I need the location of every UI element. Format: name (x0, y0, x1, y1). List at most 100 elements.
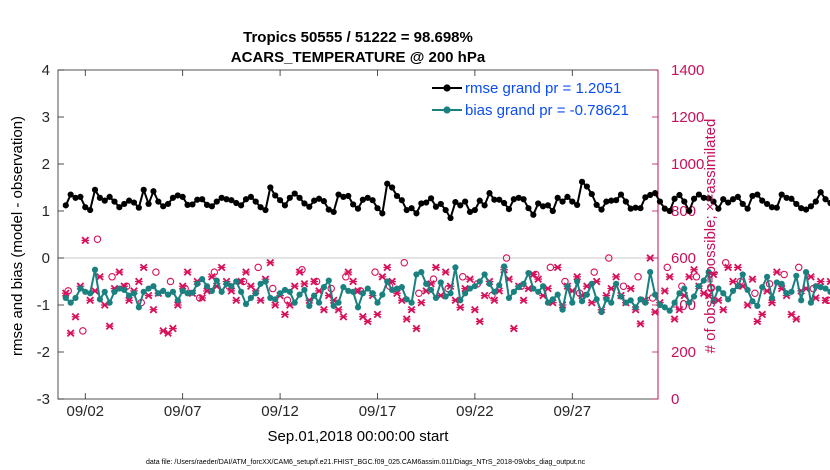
y-tick-label-left: -2 (37, 344, 50, 361)
bias-point (554, 291, 561, 298)
obs-assimilated-point (144, 291, 153, 300)
y-axis-label-left: rmse and bias (model - observation) (9, 116, 26, 356)
rmse-point (91, 186, 99, 193)
bias-point (627, 297, 634, 304)
rmse-point (471, 206, 478, 214)
obs-possible-point (79, 327, 87, 335)
bias-point (364, 285, 371, 292)
bias-point (442, 293, 449, 300)
bias-point (272, 296, 279, 303)
rmse-point (642, 194, 649, 201)
obs-assimilated-point (81, 236, 90, 245)
rmse-point (335, 191, 342, 198)
rmse-layer (62, 178, 830, 222)
y-tick-label-left: -1 (37, 297, 50, 314)
rmse-point (462, 198, 469, 205)
rmse-point (763, 200, 771, 208)
rmse-point (754, 191, 761, 198)
bias-point (549, 296, 556, 303)
obs-assimilated-point (675, 305, 684, 314)
obs-assimilated-point (198, 294, 206, 302)
rmse-point (491, 196, 498, 203)
obs-assimilated-point (178, 282, 187, 291)
obs-assimilated-point (432, 263, 440, 272)
rmse-point (681, 198, 688, 205)
rmse-point (247, 193, 254, 200)
rmse-point (744, 205, 751, 212)
obs-possible-point (692, 273, 701, 281)
obs-assimilated-point (373, 310, 382, 319)
bias-point (96, 296, 103, 303)
bias-point (583, 291, 590, 298)
bias-point (466, 285, 474, 292)
rmse-point (476, 197, 483, 204)
bias-point (335, 299, 342, 306)
bias-point (778, 280, 785, 287)
rmse-point (539, 203, 547, 210)
bias-point (437, 279, 444, 286)
y-axis-label-right: # of obs: o=possible; ×=assimilated (702, 119, 719, 354)
rmse-point (398, 197, 405, 204)
obs-possible-point (780, 270, 788, 279)
obs-assimilated-point (772, 268, 781, 276)
rmse-point (486, 190, 493, 197)
obs-assimilated-point (295, 268, 304, 276)
rmse-point (354, 205, 362, 212)
bias-point (486, 280, 493, 287)
rmse-point (768, 204, 776, 211)
bias-point (238, 288, 245, 295)
bias-point (252, 290, 259, 297)
rmse-point (432, 203, 440, 210)
rmse-point (827, 199, 830, 207)
obs-assimilated-stroke (826, 277, 830, 283)
bias-point (452, 264, 459, 271)
bias-point (710, 298, 717, 305)
rmse-point (393, 192, 401, 200)
bias-point (754, 302, 761, 310)
obs-assimilated-point (412, 324, 421, 333)
bias-point (130, 290, 138, 297)
obs-assimilated-point (490, 296, 499, 305)
rmse-point (510, 196, 517, 203)
obs-assimilated-point (729, 277, 737, 286)
bias-point (700, 277, 707, 284)
rmse-point (320, 198, 328, 205)
obs-assimilated-point (135, 277, 143, 286)
rmse-point (773, 204, 780, 211)
bias-point (569, 299, 576, 306)
obs-assimilated-point (417, 298, 426, 307)
bias-point (481, 271, 488, 278)
bias-point (281, 286, 289, 294)
rmse-point (520, 196, 527, 203)
rmse-point (281, 202, 289, 209)
obs-possible-point (619, 282, 628, 290)
bias-point (539, 283, 547, 290)
rmse-point (130, 199, 138, 206)
rmse-point (87, 206, 94, 214)
rmse-point (734, 193, 741, 200)
rmse-point (379, 210, 386, 217)
rmse-point (617, 191, 625, 198)
bias-point (145, 285, 152, 292)
rmse-point (77, 193, 84, 200)
rmse-point (807, 203, 815, 210)
obs-assimilated-point (217, 263, 226, 272)
bias-point (91, 266, 99, 273)
obs-assimilated-point (290, 282, 299, 291)
legend: rmse grand pr = 1.2051 bias grand pr = -… (430, 76, 652, 119)
rmse-point (199, 196, 206, 203)
obs-assimilated-point (344, 268, 353, 276)
rmse-point (160, 203, 167, 210)
rmse-point (315, 195, 323, 202)
bias-point (574, 278, 581, 285)
obs-possible-point (269, 284, 277, 293)
rmse-point (671, 195, 678, 202)
bias-point (155, 290, 162, 297)
rmse-point (442, 206, 449, 214)
bias-point (725, 296, 732, 303)
rmse-point (544, 202, 552, 209)
obs-assimilated-point (646, 254, 655, 262)
rmse-point (106, 193, 113, 200)
rmse-point (286, 194, 293, 201)
